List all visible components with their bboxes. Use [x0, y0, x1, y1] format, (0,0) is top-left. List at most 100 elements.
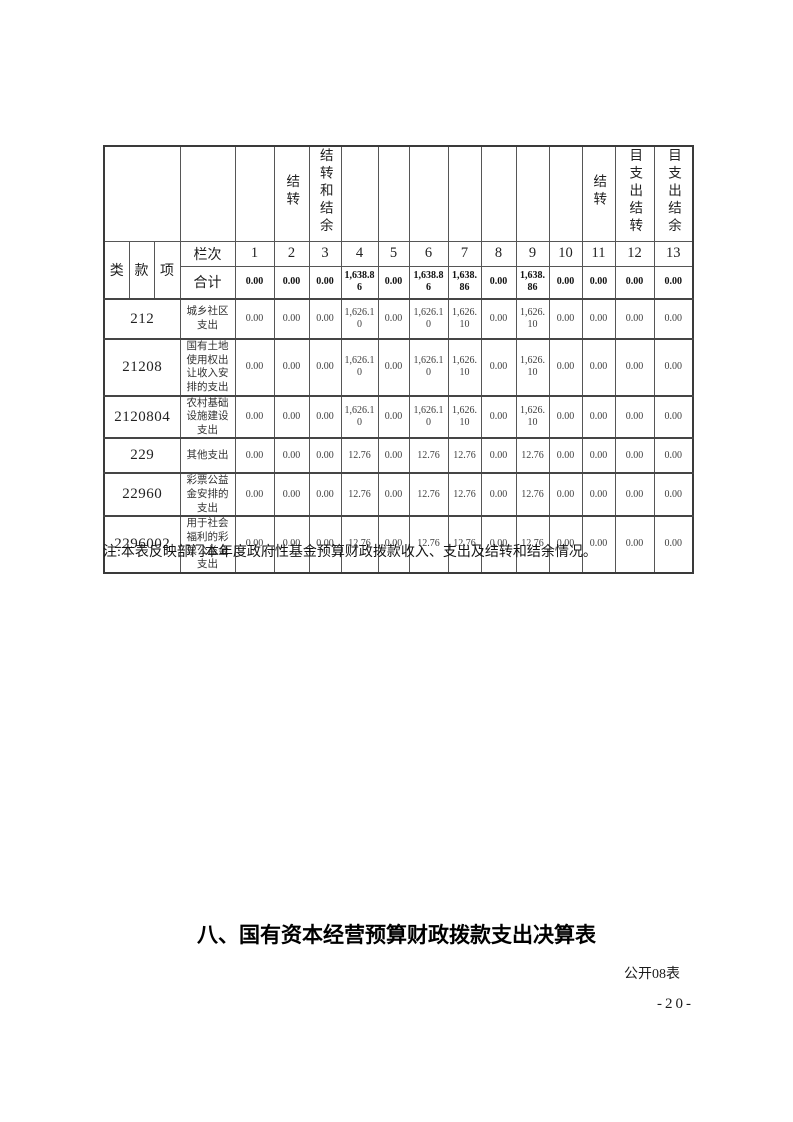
value-cell: 12.76 — [340, 437, 379, 474]
total-value-cell: 1,638.86 — [408, 265, 449, 300]
column-header-cell — [548, 145, 583, 242]
value-cell: 0.00 — [234, 394, 275, 439]
column-number: 1 — [234, 240, 275, 267]
total-value-cell: 0.00 — [234, 265, 275, 300]
value-cell: 1,626.10 — [515, 394, 550, 439]
value-cell: 0.00 — [234, 515, 275, 574]
value-cell: 0.00 — [581, 394, 616, 439]
page-number: -20- — [657, 996, 694, 1012]
value-cell: 1,626.10 — [515, 298, 550, 340]
value-cell: 0.00 — [480, 338, 517, 397]
value-cell: 1,626.10 — [408, 338, 449, 397]
row-name-cell: 彩票公益金安排的支出 — [179, 472, 236, 517]
total-row: 合计 0.00 0.00 0.00 1,638.86 0.00 1,638.86… — [104, 265, 694, 300]
value-cell: 0.00 — [614, 394, 655, 439]
column-header-text: 结转 — [284, 173, 300, 209]
column-number: 10 — [548, 240, 583, 267]
total-value-cell: 0.00 — [273, 265, 310, 300]
row-code-cell: 22960 — [103, 472, 181, 517]
value-cell: 0.00 — [377, 338, 410, 397]
value-cell: 1,626.10 — [340, 298, 379, 340]
column-number: 2 — [273, 240, 310, 267]
total-value-cell: 0.00 — [614, 265, 655, 300]
value-cell: 0.00 — [548, 472, 583, 517]
gov-fund-budget-table: 结转 结转和结余 结转 目支出结转 目支出结余 类 款 项 栏次 1 2 3 4… — [103, 145, 695, 574]
column-header-cell — [447, 145, 482, 242]
class-column-label: 类 — [103, 240, 130, 300]
table-row: 229 其他支出 0.00 0.00 0.00 12.76 0.00 12.76 12.76 0.… — [103, 437, 694, 474]
column-header-cell: 结转 — [581, 145, 616, 242]
value-cell: 0.00 — [308, 472, 342, 517]
table-footnote: 注:本表反映部门本年度政府性基金预算财政拨款收入、支出及结转和结余情况。 — [103, 545, 597, 560]
value-cell: 0.00 — [614, 298, 655, 340]
column-header-text: 目支出结转 — [627, 147, 643, 236]
value-cell: 12.76 — [515, 472, 550, 517]
value-cell: 1,626.10 — [340, 338, 379, 397]
section-column-label: 款 — [128, 240, 155, 300]
value-cell: 0.00 — [614, 338, 655, 397]
value-cell: 0.00 — [273, 472, 310, 517]
value-cell: 12.76 — [408, 515, 449, 574]
total-value-cell: 0.00 — [548, 265, 583, 300]
row-name-cell: 其他支出 — [179, 437, 236, 474]
row-code-cell: 212 — [103, 298, 181, 340]
value-cell: 0.00 — [234, 338, 275, 397]
row-name-cell: 农村基础设施建设支出 — [179, 394, 236, 439]
header-captions-row: 结转 结转和结余 结转 目支出结转 目支出结余 — [103, 145, 694, 242]
column-number: 3 — [308, 240, 342, 267]
value-cell: 12.76 — [515, 437, 550, 474]
column-header-cell: 结转和结余 — [308, 145, 342, 242]
row-name-cell: 城乡社区支出 — [179, 298, 236, 340]
section-heading: 八、国有资本经营预算财政拨款支出决算表 — [197, 924, 596, 947]
column-header-cell — [340, 145, 379, 242]
value-cell: 1,626.10 — [408, 298, 449, 340]
value-cell: 0.00 — [581, 338, 616, 397]
value-cell: 12.76 — [408, 437, 449, 474]
column-header-cell — [408, 145, 449, 242]
corner-name-cell — [179, 145, 236, 242]
table-row: 212 城乡社区支出 0.00 0.00 0.00 1,626.10 0.00 1,626.1… — [103, 298, 694, 340]
column-number-row: 类 款 项 栏次 1 2 3 4 5 6 7 8 9 10 11 12 13 — [103, 240, 694, 300]
table-sheet-label: 公开08表 — [624, 967, 680, 982]
value-cell: 0.00 — [273, 394, 310, 439]
value-cell: 0.00 — [308, 298, 342, 340]
value-cell: 0.00 — [480, 394, 517, 439]
value-cell: 12.76 — [447, 437, 482, 474]
value-cell: 0.00 — [273, 437, 310, 474]
value-cell: 1,626.10 — [447, 338, 482, 397]
value-cell: 0.00 — [234, 472, 275, 517]
column-header-cell — [515, 145, 550, 242]
column-header-cell: 结转 — [273, 145, 310, 242]
value-cell: 0.00 — [308, 338, 342, 397]
column-number: 12 — [614, 240, 655, 267]
value-cell: 0.00 — [308, 394, 342, 439]
value-cell: 0.00 — [308, 437, 342, 474]
row-name-cell: 国有土地使用权出让收入安排的支出 — [179, 338, 236, 397]
total-value-cell: 0.00 — [377, 265, 410, 300]
total-value-cell: 0.00 — [308, 265, 342, 300]
value-cell: 0.00 — [581, 437, 616, 474]
value-cell: 0.00 — [377, 472, 410, 517]
value-cell: 0.00 — [653, 394, 694, 439]
value-cell: 0.00 — [653, 472, 694, 517]
column-header-text: 结转和结余 — [317, 147, 333, 236]
value-cell: 0.00 — [480, 472, 517, 517]
value-cell: 1,626.10 — [340, 394, 379, 439]
value-cell: 12.76 — [447, 472, 482, 517]
total-value-cell: 0.00 — [480, 265, 517, 300]
value-cell: 0.00 — [548, 437, 583, 474]
value-cell: 0.00 — [653, 437, 694, 474]
row-code-cell: 2296002 — [103, 515, 181, 574]
value-cell: 0.00 — [548, 515, 583, 574]
row-code-cell: 229 — [103, 437, 181, 474]
value-cell: 0.00 — [273, 338, 310, 397]
total-label: 合计 — [179, 265, 236, 300]
value-cell: 0.00 — [377, 394, 410, 439]
value-cell: 0.00 — [614, 515, 655, 574]
table-row: 2120804 农村基础设施建设支出 0.00 0.00 0.00 1,626.10 0.0… — [103, 394, 694, 439]
column-number: 6 — [408, 240, 449, 267]
value-cell: 0.00 — [581, 472, 616, 517]
value-cell: 12.76 — [408, 472, 449, 517]
column-number: 5 — [377, 240, 410, 267]
